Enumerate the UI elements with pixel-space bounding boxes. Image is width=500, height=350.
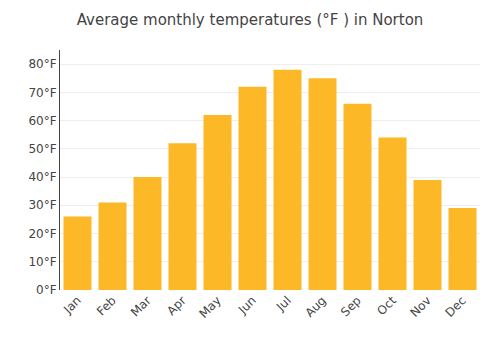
svg-text:20°F: 20°F (28, 227, 56, 241)
svg-text:60°F: 60°F (28, 114, 56, 128)
svg-text:70°F: 70°F (28, 86, 56, 100)
svg-text:Dec: Dec (443, 293, 469, 319)
svg-text:Oct: Oct (374, 293, 399, 318)
svg-text:Apr: Apr (164, 293, 189, 318)
svg-text:Feb: Feb (94, 293, 119, 318)
svg-text:50°F: 50°F (28, 142, 56, 156)
svg-text:0°F: 0°F (36, 283, 57, 297)
svg-text:Sep: Sep (338, 293, 364, 319)
svg-text:Mar: Mar (128, 293, 154, 319)
svg-text:10°F: 10°F (28, 255, 56, 269)
svg-text:May: May (196, 293, 223, 320)
svg-text:40°F: 40°F (28, 170, 56, 184)
svg-text:30°F: 30°F (28, 198, 56, 212)
svg-text:Average monthly temperatures (: Average monthly temperatures (°F ) in No… (77, 11, 424, 29)
svg-text:Jan: Jan (60, 293, 84, 317)
svg-text:Jun: Jun (235, 293, 259, 317)
svg-text:Nov: Nov (407, 293, 433, 319)
svg-text:Aug: Aug (302, 293, 328, 319)
svg-text:Jul: Jul (273, 293, 294, 314)
svg-text:80°F: 80°F (28, 57, 56, 71)
